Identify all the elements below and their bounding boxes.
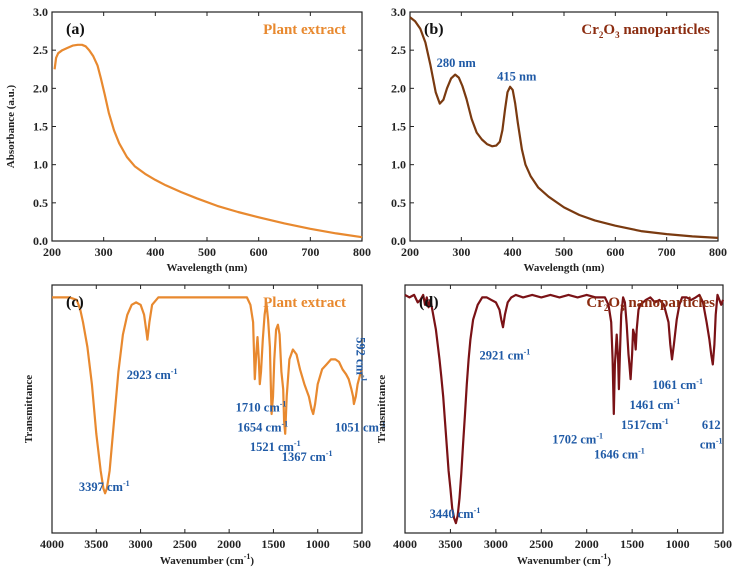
- peak-annotation: 1654 cm-1: [237, 419, 288, 434]
- x-tick-label: 3500: [438, 537, 462, 551]
- y-tick-label: 0.5: [391, 196, 406, 210]
- x-axis-title: Wavenumber (cm-1): [160, 552, 255, 567]
- y-tick-label: 2.0: [33, 81, 48, 95]
- x-tick-label: 800: [709, 245, 727, 259]
- y-tick-label: 1.0: [33, 158, 48, 172]
- peak-annotation: 1710 cm-1: [236, 399, 287, 414]
- peak-annotation: 3397 cm-1: [79, 479, 130, 494]
- x-tick-label: 700: [301, 245, 319, 259]
- x-tick-label: 1000: [306, 537, 330, 551]
- series-line: [52, 296, 364, 495]
- x-tick-label: 1500: [620, 537, 644, 551]
- panel-title: Cr2O3 nanoparticles: [586, 295, 715, 313]
- peak-annotation: 3440 cm-1: [430, 506, 481, 521]
- peak-annotation: 1521 cm-1: [250, 439, 301, 454]
- plot-frame: [51, 11, 363, 242]
- x-tick-label: 600: [606, 245, 624, 259]
- x-tick-label: 2500: [173, 537, 197, 551]
- x-tick-label: 300: [452, 245, 470, 259]
- panel-b: 200 300 400 500 600 700 800 0.0 0.5 1.0 1.5 2.0 2.5 3…: [391, 5, 727, 274]
- series-line: [409, 16, 719, 239]
- peak-annotation: 1367 cm-1: [282, 449, 333, 464]
- x-tick-label: 1000: [666, 537, 690, 551]
- y-tick-label: 1.5: [391, 120, 406, 134]
- x-axis-title: Wavenumber (cm-1): [517, 552, 612, 567]
- plot-frame: [51, 284, 363, 534]
- y-tick-label: 3.0: [391, 5, 406, 19]
- panel-title: Cr2O3 nanoparticles: [581, 22, 710, 40]
- panel-label: (c): [66, 294, 84, 311]
- panel-c: 4000 3500 3000 2500 2000 1500 1000 500 Wavenumbe…: [23, 284, 386, 567]
- x-tick-label: 500: [198, 245, 216, 259]
- x-tick-label: 3500: [84, 537, 108, 551]
- x-tick-label: 1500: [261, 537, 285, 551]
- x-tick-label: 500: [555, 245, 573, 259]
- peak-annotation: 1702 cm-1: [552, 432, 603, 447]
- x-tick-label: 4000: [40, 537, 64, 551]
- x-tick-label: 3000: [484, 537, 508, 551]
- y-tick-label: 1.0: [391, 158, 406, 172]
- peak-annotation: 1646 cm-1: [594, 447, 645, 462]
- x-tick-label: 200: [401, 245, 419, 259]
- plot-frame: [404, 284, 724, 534]
- x-axis-title: Wavelength (nm): [524, 262, 605, 274]
- x-tick-label: 600: [250, 245, 268, 259]
- peak-annotation: 1061 cm-1: [652, 377, 703, 392]
- series-line: [404, 293, 725, 525]
- y-tick-label: 2.0: [391, 81, 406, 95]
- panel-title: Plant extract: [263, 22, 346, 38]
- peak-annotation: 1517cm-1: [621, 417, 669, 432]
- x-tick-label: 200: [43, 245, 61, 259]
- x-tick-label: 800: [353, 245, 371, 259]
- y-tick-label: 3.0: [33, 5, 48, 19]
- x-tick-label: 500: [353, 537, 371, 551]
- x-tick-label: 300: [95, 245, 113, 259]
- y-axis-title: Transmittance: [376, 375, 388, 443]
- peak-annotation: 2921 cm-1: [480, 347, 531, 362]
- x-tick-label: 4000: [393, 537, 417, 551]
- x-tick-label: 700: [658, 245, 676, 259]
- y-tick-label: 0.0: [391, 234, 406, 248]
- panel-a: 200 300 400 500 600 700 800 0.0 0.5 1.0 1.5 2.0 2.5 3…: [5, 5, 371, 274]
- y-tick-label: 1.5: [33, 120, 48, 134]
- panel-label: (a): [66, 21, 85, 38]
- x-tick-label: 2000: [575, 537, 599, 551]
- x-axis-title: Wavelength (nm): [167, 262, 248, 274]
- panel-label: (d): [419, 294, 439, 311]
- peak-annotation: 612: [702, 418, 721, 432]
- peak-annotation: 415 nm: [497, 70, 537, 84]
- peak-annotation: 280 nm: [437, 56, 477, 70]
- peak-annotation: 592 cm-1: [354, 337, 369, 382]
- x-tick-label: 400: [504, 245, 522, 259]
- y-tick-label: 0.5: [33, 196, 48, 210]
- peak-annotation: 2923 cm-1: [127, 367, 178, 382]
- peak-annotation: cm-1: [700, 437, 723, 452]
- x-tick-label: 2500: [529, 537, 553, 551]
- y-tick-label: 0.0: [33, 234, 48, 248]
- y-axis-title: Transmittance: [23, 375, 35, 443]
- x-tick-label: 500: [714, 537, 732, 551]
- series-line: [53, 43, 363, 239]
- panel-d: 4000 3500 3000 2500 2000 1500 1000 500 Wavenumbe…: [376, 284, 732, 567]
- y-tick-label: 2.5: [33, 43, 48, 57]
- panel-label: (b): [424, 21, 444, 38]
- x-tick-label: 400: [146, 245, 164, 259]
- y-axis-title: Absorbance (a.u.): [5, 84, 17, 168]
- x-tick-label: 3000: [129, 537, 153, 551]
- panel-title: Plant extract: [263, 295, 346, 311]
- x-tick-label: 2000: [217, 537, 241, 551]
- peak-annotation: 1461 cm-1: [629, 397, 680, 412]
- peak-annotation: 1051 cm-1: [335, 419, 386, 434]
- y-tick-label: 2.5: [391, 43, 406, 57]
